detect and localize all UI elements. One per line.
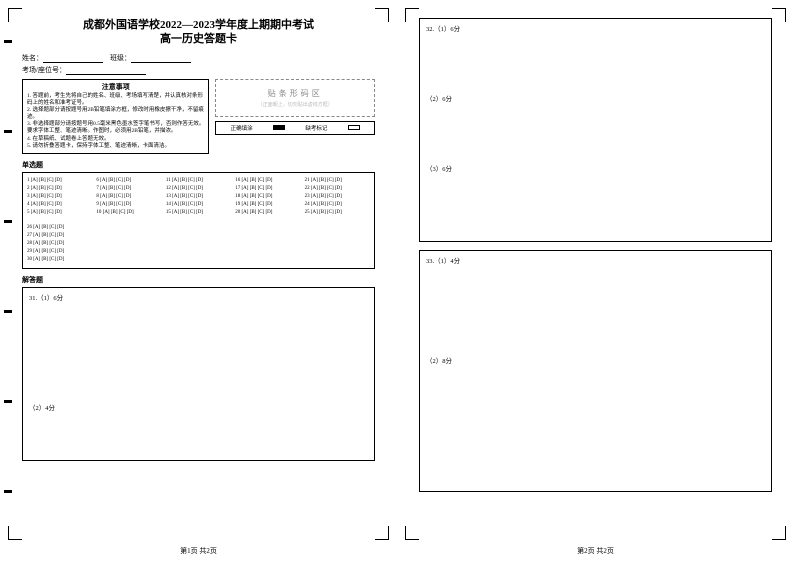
mc-row[interactable]: 21 [A] [B] [C] [D] — [305, 177, 370, 185]
absent-box — [348, 125, 360, 130]
mc-table: 1 [A] [B] [C] [D] 2 [A] [B] [C] [D] 3 [A… — [27, 177, 370, 217]
mc-row[interactable]: 15 [A] [B] [C] [D] — [166, 209, 231, 217]
mc-row[interactable]: 6 [A] [B] [C] [D] — [96, 177, 161, 185]
page-footer-2: 第2页 共2页 — [397, 546, 794, 556]
essay-section-title: 解答题 — [22, 275, 375, 285]
mc-row[interactable]: 18 [A] [B] [C] [D] — [235, 193, 300, 201]
mc-row[interactable]: 14 [A] [B] [C] [D] — [166, 201, 231, 209]
answer-sheet: 成都外国语学校2022—2023学年度上期期中考试 高一历史答题卡 姓名： 班级… — [0, 0, 794, 562]
name-label: 姓名： — [22, 54, 43, 62]
info-row-2: 考场/座位号： — [22, 65, 375, 75]
mc-row[interactable]: 24 [A] [B] [C] [D] — [305, 201, 370, 209]
barcode-area: 贴条形码区 （正面朝上，切勿贴出虚线方框） 正确填涂 缺考标记 — [215, 79, 375, 154]
crop-mark — [772, 526, 786, 540]
q32-label: 32.（1）6分 — [426, 23, 765, 33]
crop-mark — [375, 526, 389, 540]
mc-row[interactable]: 3 [A] [B] [C] [D] — [27, 193, 92, 201]
mc-row[interactable]: 27 [A] [B] [C] [D] — [27, 232, 370, 240]
q32-sub1: （2）6分 — [426, 93, 765, 103]
page-footer-1: 第1页 共2页 — [0, 546, 397, 556]
mc-row[interactable]: 1 [A] [B] [C] [D] — [27, 177, 92, 185]
notice-title: 注意事项 — [27, 83, 204, 92]
mc-row[interactable]: 9 [A] [B] [C] [D] — [96, 201, 161, 209]
mc-row[interactable]: 20 [A] [B] [C] [D] — [235, 209, 300, 217]
notice-item: 5. 请勿折叠答题卡，保持字体工整、笔迹清晰，卡面清洁。 — [27, 143, 204, 150]
class-label: 班级： — [110, 54, 131, 62]
title-line-1: 成都外国语学校2022—2023学年度上期期中考试 — [22, 18, 375, 32]
correct-fill-label: 正确填涂 — [231, 124, 253, 132]
mc-row[interactable]: 17 [A] [B] [C] [D] — [235, 185, 300, 193]
fill-sample: 正确填涂 缺考标记 — [215, 121, 375, 135]
mc-row[interactable]: 13 [A] [B] [C] [D] — [166, 193, 231, 201]
notice-item: 1. 答题前，考生先将自己的姓名、班级、考场填写清楚，并认真核对条形码上的姓名和… — [27, 93, 204, 107]
mc-row[interactable]: 8 [A] [B] [C] [D] — [96, 193, 161, 201]
class-blank[interactable] — [131, 55, 191, 63]
mc-row[interactable]: 22 [A] [B] [C] [D] — [305, 185, 370, 193]
notice-item: 2. 选择题部分请按题号用2B铅笔填涂方框，修改时用橡皮擦干净，不留痕迹。 — [27, 107, 204, 121]
mc-section-title: 单选题 — [22, 160, 375, 170]
page-2: 32.（1）6分 （2）6分 （3）6分 33.（1）4分 （2）8分 第2页 … — [397, 0, 794, 562]
mc-row[interactable]: 12 [A] [B] [C] [D] — [166, 185, 231, 193]
mc-row[interactable]: 28 [A] [B] [C] [D] — [27, 240, 370, 248]
mc-row[interactable]: 30 [A] [B] [C] [D] — [27, 256, 370, 264]
mc-row[interactable]: 2 [A] [B] [C] [D] — [27, 185, 92, 193]
mc-row[interactable]: 29 [A] [B] [C] [D] — [27, 248, 370, 256]
mc-box: 1 [A] [B] [C] [D] 2 [A] [B] [C] [D] 3 [A… — [22, 172, 375, 269]
name-blank[interactable] — [43, 55, 103, 63]
crop-mark — [8, 526, 22, 540]
exam-title: 成都外国语学校2022—2023学年度上期期中考试 高一历史答题卡 — [22, 18, 375, 47]
crop-mark — [772, 8, 786, 22]
mc-row[interactable]: 7 [A] [B] [C] [D] — [96, 185, 161, 193]
crop-mark — [375, 8, 389, 22]
seat-label: 考场/座位号： — [22, 66, 66, 74]
mc-extra: 26 [A] [B] [C] [D]27 [A] [B] [C] [D]28 [… — [27, 221, 370, 264]
mc-row[interactable]: 26 [A] [B] [C] [D] — [27, 224, 370, 232]
mc-row[interactable]: 19 [A] [B] [C] [D] — [235, 201, 300, 209]
crop-mark — [405, 526, 419, 540]
mc-row[interactable]: 16 [A] [B] [C] [D] — [235, 177, 300, 185]
page-1: 成都外国语学校2022—2023学年度上期期中考试 高一历史答题卡 姓名： 班级… — [0, 0, 397, 562]
q33-sub: （2）8分 — [426, 355, 765, 365]
notice-box: 注意事项 1. 答题前，考生先将自己的姓名、班级、考场填写清楚，并认真核对条形码… — [22, 79, 209, 154]
mc-row[interactable]: 4 [A] [B] [C] [D] — [27, 201, 92, 209]
barcode-box: 贴条形码区 （正面朝上，切勿贴出虚线方框） — [215, 79, 375, 117]
info-row-1: 姓名： 班级： — [22, 53, 375, 63]
mc-row[interactable]: 10 [A] [B] [C] [D] — [96, 209, 161, 217]
mc-row[interactable]: 11 [A] [B] [C] [D] — [166, 177, 231, 185]
mc-row[interactable]: 5 [A] [B] [C] [D] — [27, 209, 92, 217]
q31-box[interactable]: 31.（1）6分 （2）4分 — [22, 287, 375, 461]
seat-blank[interactable] — [66, 67, 146, 75]
q32-box[interactable]: 32.（1）6分 （2）6分 （3）6分 — [419, 18, 772, 242]
notice-item: 3. 非选择题部分请按题号用0.5毫米黑色墨水签字笔书写，否则作答无效。要求字体… — [27, 121, 204, 135]
q31-sub: （2）4分 — [29, 402, 368, 412]
crop-mark — [8, 8, 22, 22]
crop-mark — [405, 8, 419, 22]
absent-label: 缺考标记 — [305, 124, 327, 132]
top-area: 注意事项 1. 答题前，考生先将自己的姓名、班级、考场填写清楚，并认真核对条形码… — [22, 79, 375, 154]
q31-label: 31.（1）6分 — [29, 292, 368, 302]
q33-label: 33.（1）4分 — [426, 255, 765, 265]
barcode-sub: （正面朝上，切勿贴出虚线方框） — [258, 101, 333, 108]
q32-sub2: （3）6分 — [426, 163, 765, 173]
q33-box[interactable]: 33.（1）4分 （2）8分 — [419, 250, 772, 492]
mc-row[interactable]: 25 [A] [B] [C] [D] — [305, 209, 370, 217]
title-line-2: 高一历史答题卡 — [22, 32, 375, 46]
notice-item: 4. 在草稿纸、试题卷上答题无效。 — [27, 136, 204, 143]
barcode-label: 贴条形码区 — [268, 88, 323, 99]
correct-fill-box — [273, 125, 285, 130]
mc-row[interactable]: 23 [A] [B] [C] [D] — [305, 193, 370, 201]
